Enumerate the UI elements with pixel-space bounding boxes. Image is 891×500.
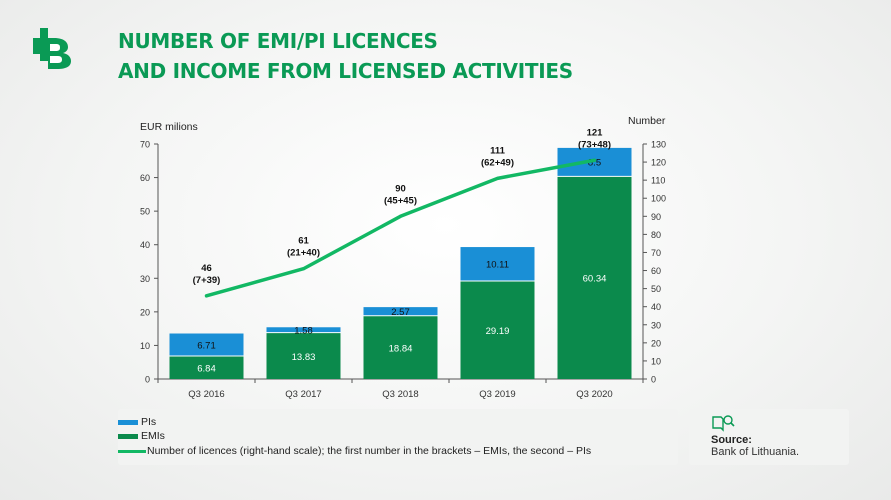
bar-pis [363, 307, 438, 316]
licences-point [496, 176, 499, 180]
y-tick-label-right: 130 [651, 140, 666, 150]
y-tick-label-left: 40 [140, 240, 150, 250]
bar-emis [557, 176, 632, 379]
book-icon [712, 415, 735, 432]
bar-emis [363, 315, 438, 379]
y-axis-label-right: Number [628, 115, 666, 127]
bar-label-pis: 2.57 [391, 307, 410, 318]
y-tick-label-right: 20 [651, 338, 661, 348]
source-label: Source: [711, 434, 752, 446]
bar-label-emis: 60.34 [583, 274, 607, 285]
title-line-2: AND INCOME FROM LICENSED ACTIVITIES [118, 59, 573, 83]
y-tick-label-right: 90 [651, 212, 661, 222]
bar-label-pis: 1.58 [294, 325, 313, 336]
licences-point [593, 158, 596, 162]
y-tick-label-right: 30 [651, 320, 661, 330]
licences-line [204, 158, 597, 298]
bar-label-emis: 29.19 [486, 326, 510, 337]
y-tick-label-right: 120 [651, 158, 666, 168]
legend-swatch-line [118, 449, 146, 453]
y-tick-label-left: 60 [140, 173, 150, 183]
bar-emis [266, 332, 341, 379]
licences-point [399, 214, 402, 218]
bar-label-pis: 10.11 [486, 260, 509, 271]
licences-label: 90 [395, 183, 406, 194]
bar-label-pis: 8.5 [588, 158, 601, 169]
x-tick-label: Q3 2016 [188, 389, 224, 400]
licences-point [205, 294, 208, 298]
y-tick-label-right: 110 [651, 176, 665, 186]
y-tick-label-right: 70 [651, 248, 661, 258]
legend-item-pis: PIs [118, 415, 156, 429]
bar-emis [169, 356, 244, 379]
y-tick-label-right: 40 [651, 302, 661, 312]
licences-label: 61 [298, 236, 309, 247]
y-tick-label-right: 0 [651, 375, 656, 385]
y-tick-label-right: 80 [651, 230, 661, 240]
y-tick-label-left: 50 [140, 207, 150, 217]
bar-pis [557, 147, 632, 177]
licences-label: 46 [201, 263, 212, 274]
licences-label: 121 [587, 127, 604, 138]
legend-item-emis: EMIs [118, 429, 165, 443]
x-tick-label: Q3 2020 [576, 389, 612, 400]
licences-sublabel: (21+40) [287, 248, 320, 259]
page-title: NUMBER OF EMI/PI LICENCES AND INCOME FRO… [118, 26, 573, 86]
y-tick-label-left: 0 [145, 375, 150, 385]
source-panel: Source: Bank of Lithuania. [689, 409, 849, 465]
x-tick-label: Q3 2017 [285, 389, 321, 400]
legend-label-emis: EMIs [141, 430, 165, 442]
y-tick-label-right: 10 [651, 356, 661, 366]
y-tick-label-right: 60 [651, 266, 661, 276]
title-line-1: NUMBER OF EMI/PI LICENCES [118, 29, 438, 53]
licences-sublabel: (73+48) [578, 139, 611, 150]
y-tick-label-left: 70 [140, 140, 150, 150]
licences-sublabel: (7+39) [193, 275, 221, 286]
x-tick-label: Q3 2018 [382, 389, 418, 400]
licences-sublabel: (62+49) [481, 157, 514, 168]
bar-pis [266, 327, 341, 333]
legend-swatch-emis [118, 433, 138, 439]
bar-pis [169, 333, 244, 357]
legend-swatch-pis [118, 419, 138, 425]
legend-label-line: Number of licences (right-hand scale); t… [147, 445, 592, 457]
y-axis-label-left: EUR milions [140, 121, 198, 133]
licences-point [302, 267, 305, 271]
licences-sublabel: (45+45) [384, 195, 417, 206]
bar-label-emis: 18.84 [389, 343, 413, 354]
x-tick-label: Q3 2019 [479, 389, 515, 400]
y-tick-label-right: 100 [651, 194, 666, 204]
y-tick-label-left: 10 [140, 341, 150, 351]
bank-logo [33, 28, 71, 69]
licences-label: 111 [490, 145, 506, 156]
bar-label-emis: 13.83 [292, 352, 316, 363]
bar-pis [460, 247, 535, 282]
bar-label-emis: 6.84 [197, 364, 216, 375]
bar-emis [460, 281, 535, 379]
y-tick-label-left: 20 [140, 307, 150, 317]
legend-item-line: Number of licences (right-hand scale); t… [118, 444, 591, 458]
legend-label-pis: PIs [141, 416, 157, 428]
y-tick-label-right: 50 [651, 284, 661, 294]
y-tick-label-left: 30 [140, 274, 150, 284]
legend: PIs EMIs Number of licences (right-hand … [118, 409, 678, 465]
bar-label-pis: 6.71 [197, 340, 216, 351]
source-text: Bank of Lithuania. [711, 446, 800, 458]
